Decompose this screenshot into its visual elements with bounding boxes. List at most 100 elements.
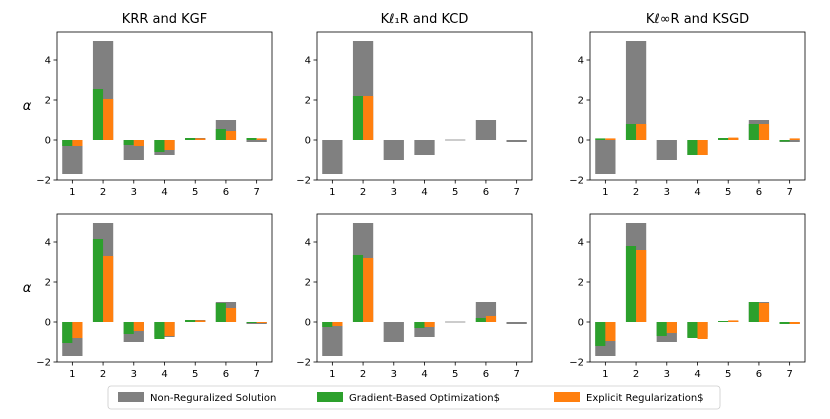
bar-gradient-based [595, 322, 606, 346]
bar-gradient-based [185, 320, 196, 322]
bar-gradient-based [123, 140, 134, 145]
x-tick-label: 6 [483, 369, 489, 380]
y-tick-label: 0 [305, 136, 311, 147]
y-tick-label: 2 [45, 278, 51, 289]
bar-gradient-based [718, 138, 729, 140]
y-axis-label: α [23, 281, 32, 296]
subplot-1: KRR and KGF α 1 2 3 4 5 6 7 −2 0 2 4 [23, 12, 273, 198]
y-tick-label: 4 [578, 56, 584, 67]
x-tick-label: 3 [391, 187, 397, 198]
bar-gradient-based [656, 322, 667, 336]
bar-explicit-regularization [485, 316, 497, 322]
legend: Non-Reguralized Solution Gradient-Based O… [107, 385, 721, 410]
bar-explicit-regularization [256, 138, 267, 140]
x-tick-label: 7 [253, 187, 259, 198]
y-tick-label: 2 [45, 96, 51, 107]
subplot-6: 1 2 3 4 5 6 7 −2 0 2 4 [569, 213, 806, 380]
bar-gradient-based [185, 138, 196, 140]
bar-explicit-regularization [133, 140, 144, 146]
legend-swatch [317, 392, 343, 402]
bar-explicit-regularization [256, 322, 267, 323]
bar-gradient-based [123, 322, 134, 334]
x-tick-label: 5 [452, 369, 458, 380]
x-tick-label: 5 [192, 369, 198, 380]
x-tick-label: 7 [786, 369, 792, 380]
bar-explicit-regularization [363, 258, 374, 322]
bar-explicit-regularization [697, 140, 708, 155]
bar-gradient-based [215, 303, 226, 322]
x-tick-label: 2 [100, 187, 106, 198]
x-tick-label: 6 [483, 187, 489, 198]
legend-label: Explicit Regularization$ [586, 393, 704, 404]
legend-label: Non-Reguralized Solution [150, 393, 276, 404]
x-tick-label: 4 [421, 369, 427, 380]
y-tick-label: 0 [45, 318, 51, 329]
y-tick-label: 0 [305, 318, 311, 329]
bar-explicit-regularization [103, 99, 114, 140]
bar-gradient-based [246, 138, 257, 140]
x-tick-label: 2 [360, 369, 366, 380]
x-tick-label: 1 [329, 369, 335, 380]
bar-gradient-based [625, 246, 637, 322]
bar-gradient-based [687, 140, 698, 155]
bar-explicit-regularization [72, 140, 83, 146]
y-tick-label: −2 [569, 358, 584, 369]
bar-gradient-based [779, 322, 790, 324]
axes-frame [56, 31, 273, 181]
x-tick-label: 7 [253, 369, 259, 380]
x-tick-label: 4 [161, 369, 167, 380]
bar-gradient-based [595, 138, 606, 140]
x-tick-label: 3 [131, 187, 137, 198]
subplot-title: KRR and KGF [122, 12, 207, 27]
bar-explicit-regularization [605, 138, 616, 140]
bar-explicit-regularization [424, 322, 435, 327]
y-tick-label: 0 [578, 136, 584, 147]
bar-explicit-regularization [605, 322, 616, 341]
x-tick-label: 4 [694, 187, 700, 198]
y-tick-label: 4 [45, 56, 51, 67]
y-tick-label: 2 [578, 278, 584, 289]
legend-swatch [118, 392, 144, 402]
subplot-2: Kℓ₁R and KCD 1 2 3 4 5 6 7 −2 0 2 4 [296, 12, 533, 198]
bar-gradient-based [779, 140, 790, 142]
bar-explicit-regularization [133, 322, 144, 331]
bar-explicit-regularization [636, 124, 647, 140]
bar-explicit-regularization [758, 303, 770, 322]
bar-non-regularized [322, 322, 343, 356]
bar-gradient-based [154, 322, 165, 339]
x-tick-label: 3 [664, 187, 670, 198]
bar-gradient-based [748, 124, 759, 140]
bar-explicit-regularization [103, 256, 114, 322]
x-tick-label: 4 [694, 369, 700, 380]
x-tick-label: 2 [633, 187, 639, 198]
x-tick-label: 4 [421, 187, 427, 198]
y-tick-label: 2 [305, 278, 311, 289]
bar-explicit-regularization [728, 320, 739, 322]
bar-non-regularized [322, 140, 343, 174]
subplot-5: 1 2 3 4 5 6 7 −2 0 2 4 [296, 213, 533, 380]
bar-gradient-based [62, 140, 73, 146]
x-tick-label: 7 [513, 187, 519, 198]
x-tick-label: 2 [633, 369, 639, 380]
bar-gradient-based [718, 321, 729, 322]
bar-explicit-regularization [636, 250, 647, 322]
bar-gradient-based [625, 124, 637, 140]
x-tick-label: 5 [192, 187, 198, 198]
x-tick-label: 1 [602, 369, 608, 380]
y-tick-label: 4 [45, 238, 51, 249]
bar-gradient-based [414, 322, 425, 328]
bar-explicit-regularization [758, 124, 770, 140]
subplot-3: Kℓ∞R and KSGD 1 2 3 4 5 6 7 −2 0 2 4 [569, 12, 806, 198]
bar-explicit-regularization [666, 322, 677, 333]
x-tick-label: 1 [69, 369, 75, 380]
bar-gradient-based [215, 129, 226, 140]
subplot-title: Kℓ∞R and KSGD [646, 12, 749, 27]
bar-gradient-based [92, 239, 104, 322]
bar-non-regularized [625, 41, 647, 140]
bar-explicit-regularization [789, 322, 800, 324]
x-tick-label: 1 [602, 187, 608, 198]
y-tick-label: 4 [305, 238, 311, 249]
x-tick-label: 2 [360, 187, 366, 198]
x-tick-label: 4 [161, 187, 167, 198]
